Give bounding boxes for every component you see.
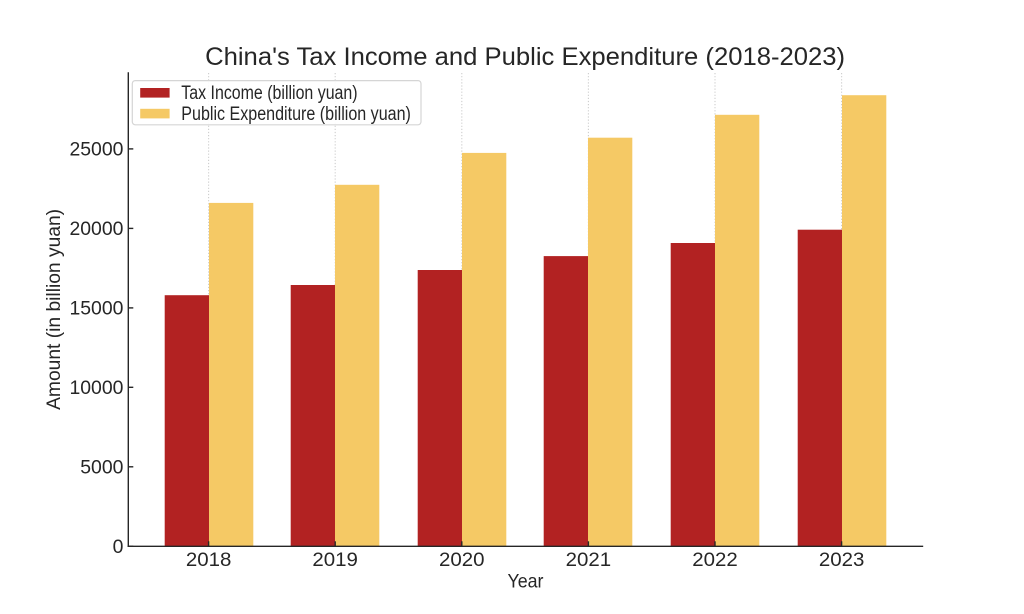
svg-text:2020: 2020: [439, 549, 485, 571]
svg-text:Year: Year: [508, 570, 544, 592]
svg-text:5000: 5000: [80, 457, 123, 479]
svg-text:2021: 2021: [566, 549, 612, 571]
svg-text:0: 0: [113, 536, 124, 558]
svg-text:2018: 2018: [186, 549, 232, 571]
svg-text:Public Expenditure (billion yu: Public Expenditure (billion yuan): [181, 104, 411, 125]
svg-text:10000: 10000: [69, 377, 123, 399]
svg-text:2022: 2022: [692, 549, 738, 571]
svg-text:Tax Income (billion yuan): Tax Income (billion yuan): [181, 83, 357, 104]
svg-text:Amount (in billion yuan): Amount (in billion yuan): [43, 209, 65, 410]
svg-text:20000: 20000: [69, 218, 123, 240]
svg-text:2023: 2023: [819, 549, 865, 571]
svg-text:25000: 25000: [69, 139, 123, 161]
svg-text:2019: 2019: [312, 549, 358, 571]
svg-text:15000: 15000: [69, 298, 123, 320]
svg-text:China's Tax Income and Public: China's Tax Income and Public Expenditur…: [205, 43, 845, 71]
